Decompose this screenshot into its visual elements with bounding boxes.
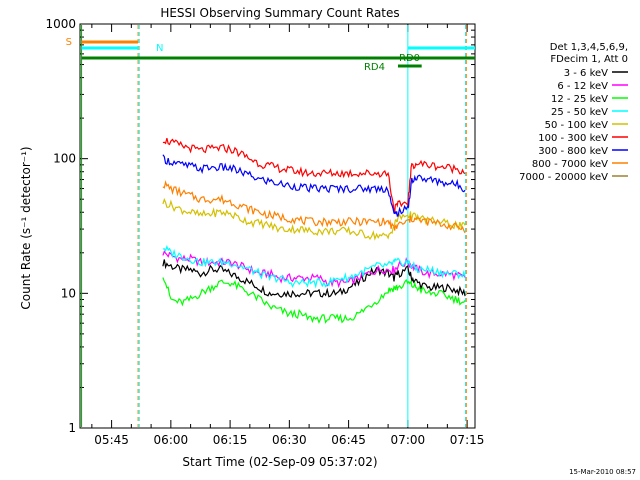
legend-entry-label: 12 - 25 keV	[551, 94, 608, 105]
x-tick-label: 07:15	[450, 433, 485, 447]
legend-entry-label: 800 - 7000 keV	[532, 159, 608, 170]
x-tick-label: 07:00	[391, 433, 426, 447]
y-tick-label: 10	[61, 286, 76, 300]
flag-label-rd4: RD4	[364, 62, 385, 73]
x-tick-label: 06:15	[213, 433, 248, 447]
series-line	[162, 180, 466, 234]
plot-frame	[79, 23, 476, 429]
flag-label-rd0: RD0	[399, 53, 420, 64]
legend-entry-label: 50 - 100 keV	[545, 120, 609, 131]
plot-area: 1 10 100 1000 05:45 06:00 06:15 06:30 06:45 07:00…	[45, 17, 484, 447]
legend-entry-label: 7000 - 20000 keV	[519, 172, 608, 183]
chart-title: HESSI Observing Summary Count Rates	[160, 6, 399, 20]
x-tick-label: 06:00	[154, 433, 189, 447]
y-tick-label: 1	[68, 421, 76, 435]
series-line	[162, 197, 466, 241]
legend-entry-label: 100 - 300 keV	[538, 133, 608, 144]
x-tick-label: 06:45	[331, 433, 366, 447]
series-line	[162, 154, 466, 217]
legend-entry-label: 6 - 12 keV	[557, 81, 608, 92]
series-line	[162, 244, 466, 289]
legend-entry-label: 300 - 800 keV	[538, 146, 608, 157]
series-line	[162, 138, 466, 213]
x-tick-label: 05:45	[94, 433, 129, 447]
x-tick-label: 06:30	[272, 433, 307, 447]
series-line	[162, 259, 466, 298]
legend: Det 1,3,4,5,6,9,FDecim 1, Att 0 3 - 6 keV…	[519, 42, 628, 183]
annotation-layer: S N RD0 RD4	[66, 37, 475, 73]
flag-label-n: N	[156, 43, 163, 54]
legend-header: FDecim 1, Att 0	[550, 54, 628, 65]
legend-entry-label: 3 - 6 keV	[564, 68, 608, 79]
flag-label-s: S	[66, 37, 72, 48]
footer-timestamp: 15-Mar-2010 08:57	[569, 468, 636, 476]
y-tick-label: 100	[53, 152, 76, 166]
y-tick-label: 1000	[45, 17, 76, 31]
legend-header: Det 1,3,4,5,6,9,	[550, 42, 628, 53]
series-line	[162, 277, 466, 325]
legend-entry-label: 25 - 50 keV	[551, 107, 608, 118]
x-axis-label: Start Time (02-Sep-09 05:37:02)	[182, 455, 377, 469]
y-axis-label: Count Rate (s⁻¹ detector⁻¹)	[19, 146, 33, 309]
